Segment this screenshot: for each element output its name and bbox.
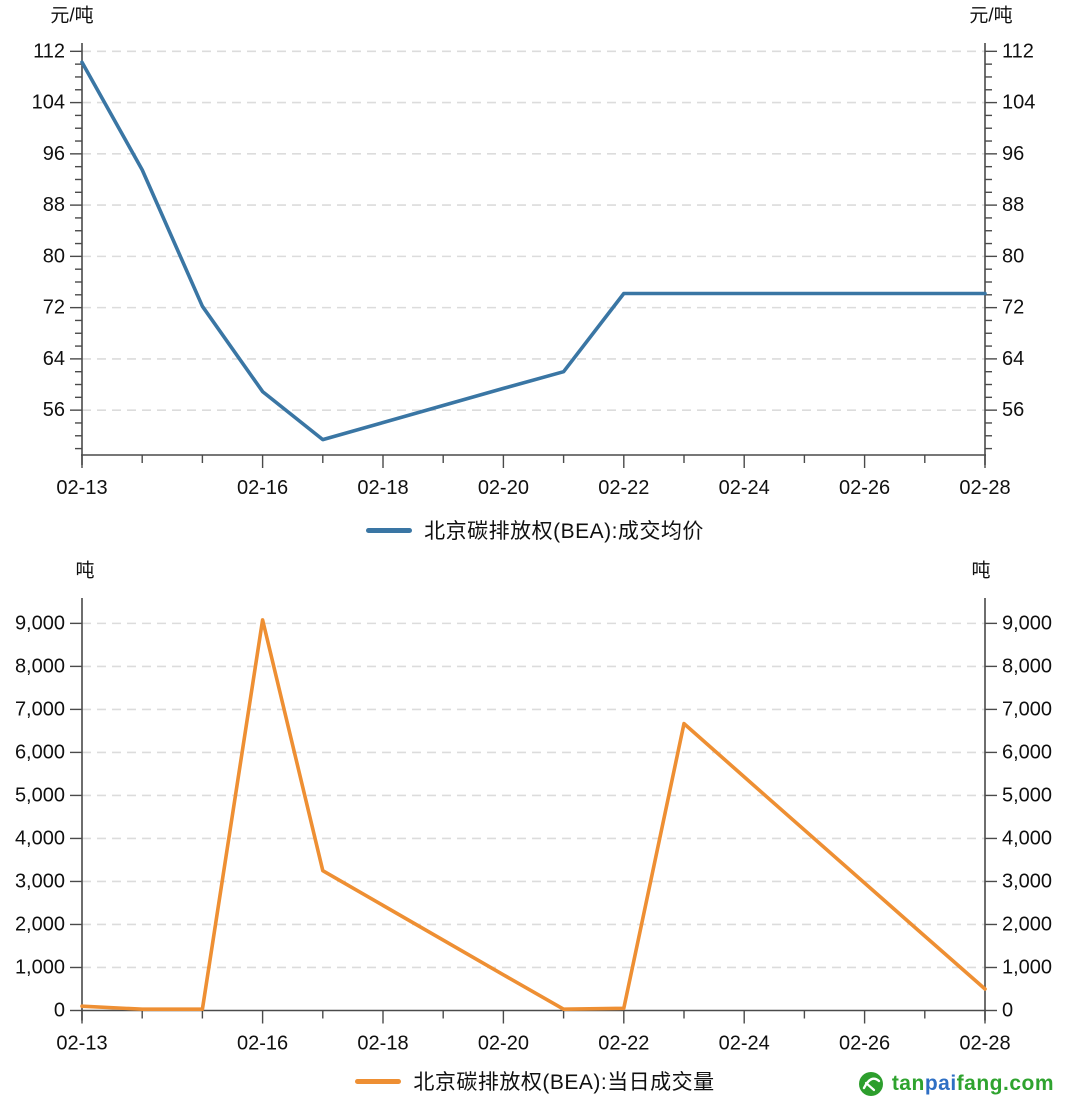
y-axis-label: 8,000 (1002, 655, 1052, 677)
y-axis-label: 7,000 (15, 698, 65, 720)
volume-legend-label[interactable]: 北京碳排放权(BEA):当日成交量 (413, 1071, 715, 1094)
y-axis-label: 104 (32, 92, 65, 114)
y-axis-label: 80 (1002, 245, 1024, 267)
y-axis-label: 112 (1002, 40, 1034, 62)
price-legend-swatch (366, 527, 413, 533)
x-axis-label: 02-20 (478, 1033, 529, 1055)
y-axis-label: 104 (1002, 92, 1035, 114)
x-axis-label: 02-18 (357, 477, 408, 499)
y-axis-label: 1,000 (15, 956, 65, 978)
tick-labels: 0 0 1,000 1,000 2,000 2,000 3,000 3,000 4,000 4,0… (15, 612, 1052, 1054)
x-axis-label: 02-13 (56, 477, 107, 499)
watermark-text-part: tan (891, 1072, 925, 1095)
y-axis-label: 3,000 (15, 870, 65, 892)
y-axis-label: 1,000 (1002, 956, 1052, 978)
y-axis-label: 64 (1002, 348, 1024, 370)
y-axis-label: 88 (1002, 194, 1024, 216)
y-axis-label: 5,000 (15, 784, 65, 806)
y-axis-label: 0 (1002, 1000, 1013, 1022)
x-axis-label: 02-16 (237, 477, 288, 499)
watermark-text-part: fang.com (956, 1072, 1054, 1095)
y-axis-label: 96 (43, 143, 65, 165)
y-axis-label: 2,000 (1002, 913, 1052, 935)
x-axis-label: 02-22 (598, 1033, 649, 1055)
tanpaifang-watermark: tanpaifang.com (858, 1070, 1054, 1098)
y-axis-label: 5,000 (1002, 784, 1052, 806)
tick-marks (70, 50, 997, 468)
grid-lines (82, 50, 985, 411)
tick-marks (70, 622, 997, 1024)
x-axis-label: 02-26 (839, 1033, 890, 1055)
y-axis-label: 72 (43, 297, 65, 319)
y-axis-label: 4,000 (1002, 827, 1052, 849)
x-axis-label: 02-20 (478, 477, 529, 499)
y-axis-label: 2,000 (15, 913, 65, 935)
watermark-text-part: pai (924, 1072, 957, 1095)
x-axis-label: 02-18 (357, 1033, 408, 1055)
y-axis-label: 88 (43, 194, 65, 216)
tanpaifang-logo-icon (858, 1072, 883, 1096)
axes (81, 43, 986, 465)
y-axis-label: 3,000 (1002, 870, 1052, 892)
x-axis-label: 02-26 (839, 477, 890, 499)
y-axis-unit-label-right: 元/吨 (969, 5, 1012, 27)
y-axis-unit-label-right: 吨 (971, 560, 990, 582)
axes (81, 598, 986, 1021)
y-axis-label: 64 (43, 348, 65, 370)
y-axis-label: 56 (1002, 399, 1024, 421)
y-axis-label: 7,000 (1002, 698, 1052, 720)
y-axis-label: 80 (43, 245, 65, 267)
x-axis-label: 02-16 (237, 1033, 288, 1055)
y-axis-unit-label-left: 元/吨 (50, 5, 93, 27)
y-axis-label: 56 (43, 399, 65, 421)
tick-labels: 56 56 64 64 72 72 80 80 88 88 96 96 104 104 112 112 02-1… (32, 40, 1036, 499)
y-axis-label: 0 (54, 1000, 65, 1022)
x-axis-label: 02-24 (719, 1033, 770, 1055)
x-axis-label: 02-28 (959, 477, 1010, 499)
volume-chart-plot: 0 0 1,000 1,000 2,000 2,000 3,000 3,000 4,000 4,0… (15, 560, 1052, 1055)
x-axis-label: 02-24 (719, 477, 770, 499)
volume-legend-swatch (355, 1078, 402, 1084)
y-axis-label: 9,000 (15, 612, 65, 634)
volume-series-line[interactable] (80, 618, 987, 1012)
y-axis-label: 96 (1002, 143, 1024, 165)
x-axis-label: 02-28 (959, 1033, 1010, 1055)
x-axis-label: 02-22 (598, 477, 649, 499)
y-axis-label: 6,000 (15, 741, 65, 763)
tanpaifang-watermark-text: tanpaifang.com (892, 1072, 1054, 1096)
grid-lines (82, 622, 985, 969)
volume-chart-legend: 北京碳排放权(BEA):当日成交量 (0, 1064, 1070, 1098)
y-axis-label: 6,000 (1002, 741, 1052, 763)
y-axis-label: 9,000 (1002, 612, 1052, 634)
x-axis-label: 02-13 (56, 1033, 107, 1055)
y-axis-label: 8,000 (15, 655, 65, 677)
y-axis-unit-label-left: 吨 (75, 560, 94, 582)
y-axis-label: 72 (1002, 297, 1024, 319)
y-axis-label: 4,000 (15, 827, 65, 849)
price-legend-label[interactable]: 北京碳排放权(BEA):成交均价 (424, 520, 704, 543)
price-chart-plot: 56 56 64 64 72 72 80 80 88 88 96 96 104 104 112 112 02-1… (32, 5, 1036, 500)
price-chart-legend: 北京碳排放权(BEA):成交均价 (0, 513, 1070, 547)
price-series-line[interactable] (80, 60, 987, 442)
y-axis-label: 112 (33, 40, 65, 62)
